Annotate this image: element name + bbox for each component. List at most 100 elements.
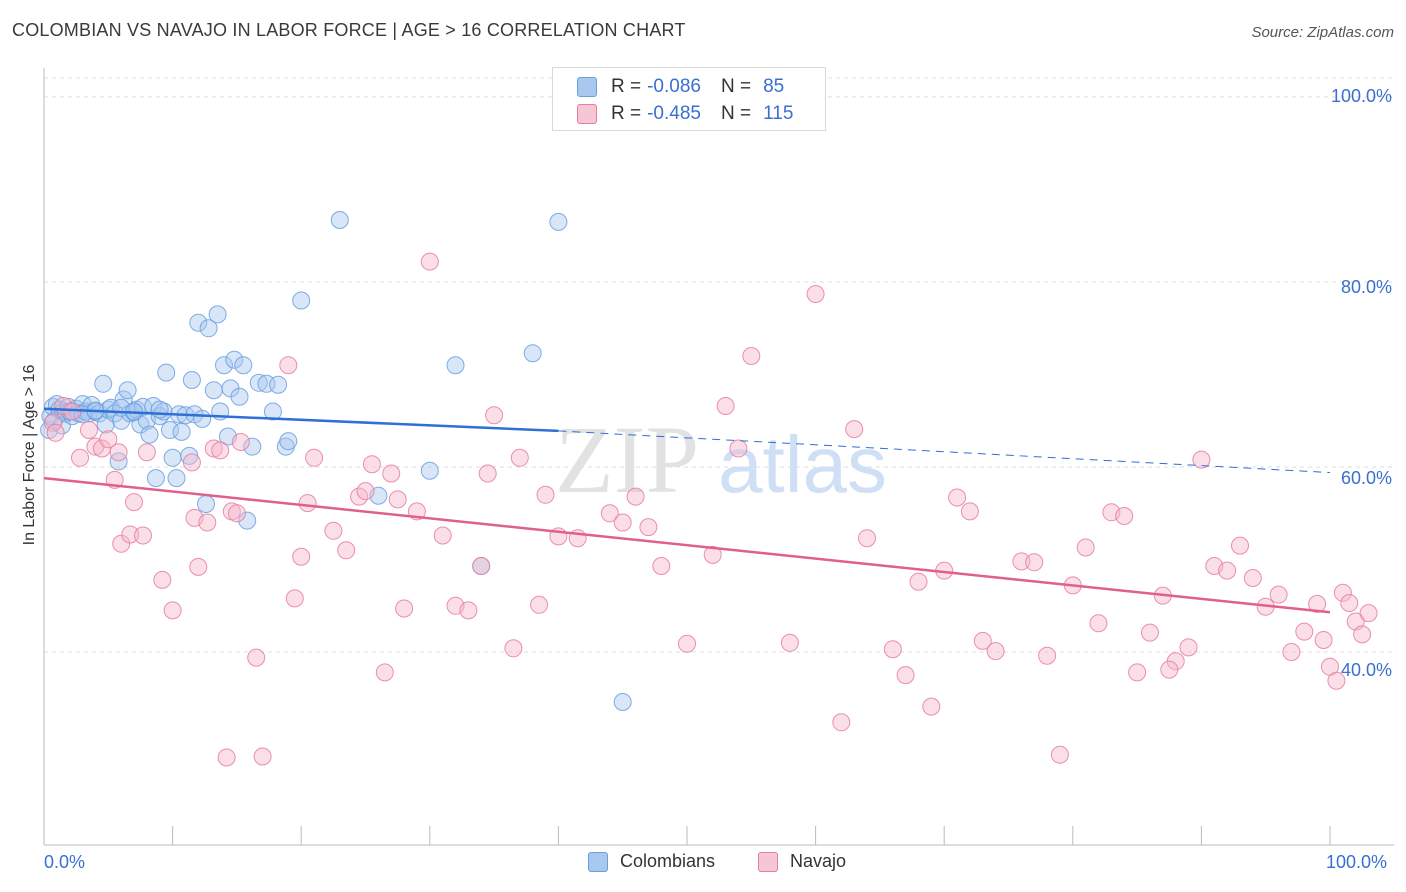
point-navajo — [1340, 594, 1359, 612]
point-navajo — [298, 494, 317, 513]
point-navajo — [858, 529, 876, 548]
point-navajo — [420, 252, 439, 271]
point-navajo — [182, 453, 201, 472]
point-navajo — [285, 589, 304, 608]
point-navajo — [356, 482, 375, 501]
point-navajo — [1038, 646, 1057, 665]
point-navajo — [1089, 614, 1108, 633]
point-colombians — [269, 375, 288, 394]
point-colombians — [161, 421, 179, 439]
point-navajo — [896, 666, 915, 685]
point-navajo — [1327, 671, 1346, 690]
point-navajo — [832, 713, 851, 732]
trend-lines — [43, 407, 1331, 614]
trend-line-colombians-extension — [558, 430, 1331, 474]
point-colombians — [189, 313, 208, 332]
point-navajo — [1192, 450, 1211, 469]
point-navajo — [639, 518, 658, 537]
point-navajo — [382, 464, 401, 483]
point-navajo — [806, 285, 825, 303]
point-navajo — [153, 570, 172, 589]
point-navajo — [652, 557, 671, 575]
point-colombians — [94, 374, 113, 393]
y-tick-label: 60.0% — [1340, 468, 1392, 488]
point-colombians — [150, 400, 169, 419]
point-navajo — [112, 534, 131, 553]
point-navajo — [909, 572, 928, 591]
point-navajo — [63, 402, 82, 421]
point-navajo — [137, 443, 156, 462]
point-navajo — [678, 634, 696, 653]
legend-r-label: R = — [611, 76, 642, 97]
point-navajo — [204, 439, 223, 458]
point-navajo — [1128, 663, 1147, 682]
point-navajo — [99, 430, 118, 449]
legend-swatch-colombians — [588, 851, 608, 872]
legend-swatch-navajo — [577, 104, 597, 124]
point-navajo — [530, 595, 549, 614]
legend-swatch-navajo — [758, 851, 778, 872]
point-colombians — [446, 356, 465, 375]
point-navajo — [1179, 638, 1198, 657]
legend-row-colombians: R = -0.086 N = 85 — [577, 75, 784, 99]
point-colombians — [197, 495, 215, 513]
legend-r-value: -0.485 — [647, 103, 701, 124]
point-navajo — [305, 448, 324, 467]
point-navajo — [780, 633, 799, 652]
point-navajo — [198, 513, 217, 532]
point-navajo — [716, 397, 735, 415]
y-tick-label: 40.0% — [1340, 660, 1392, 680]
point-navajo — [217, 748, 236, 767]
point-navajo — [1115, 507, 1134, 525]
point-navajo — [125, 493, 143, 512]
point-navajo — [472, 557, 491, 575]
correlation-legend: R = -0.086 N = 85 R = -0.485 N = 115 — [552, 67, 826, 131]
point-colombians — [420, 461, 439, 480]
point-navajo — [1308, 594, 1327, 613]
point-navajo — [742, 347, 761, 365]
point-colombians — [225, 350, 244, 369]
point-navajo — [485, 406, 504, 425]
source-label: Source: ZipAtlas.com — [1251, 24, 1394, 41]
point-navajo — [1025, 553, 1044, 572]
axes — [43, 68, 1394, 846]
point-colombians — [163, 448, 182, 467]
point-navajo — [80, 421, 98, 439]
point-colombians — [182, 371, 201, 389]
point-colombians — [140, 425, 159, 444]
point-navajo — [600, 504, 619, 523]
point-colombians — [549, 212, 568, 231]
point-colombians — [157, 363, 176, 382]
point-navajo — [46, 423, 65, 442]
point-navajo — [922, 697, 941, 716]
point-navajo — [71, 448, 89, 467]
point-colombians — [523, 344, 542, 363]
point-navajo — [973, 631, 992, 650]
point-navajo — [1243, 569, 1262, 587]
point-navajo — [459, 601, 478, 620]
point-navajo — [433, 526, 452, 545]
point-navajo — [163, 601, 182, 620]
trend-line-colombians — [43, 407, 559, 433]
point-navajo — [211, 441, 230, 460]
trend-line-navajo — [43, 476, 1331, 614]
point-navajo — [1012, 552, 1031, 571]
point-navajo — [478, 464, 497, 483]
point-navajo — [1282, 643, 1301, 661]
legend-item-colombians: Colombians — [588, 851, 715, 872]
point-colombians — [263, 402, 282, 421]
point-navajo — [883, 640, 902, 659]
point-navajo — [253, 747, 272, 766]
legend-n-value: 85 — [763, 76, 785, 97]
point-navajo — [388, 490, 407, 509]
data-points — [40, 211, 1378, 767]
point-navajo — [279, 356, 298, 375]
legend-r-value: -0.086 — [647, 76, 701, 97]
point-colombians — [118, 381, 137, 400]
legend-n-label: N = — [720, 76, 752, 97]
point-navajo — [1353, 625, 1372, 644]
point-colombians — [243, 437, 262, 456]
point-navajo — [948, 488, 967, 507]
point-navajo — [395, 599, 414, 618]
point-navajo — [536, 485, 555, 504]
